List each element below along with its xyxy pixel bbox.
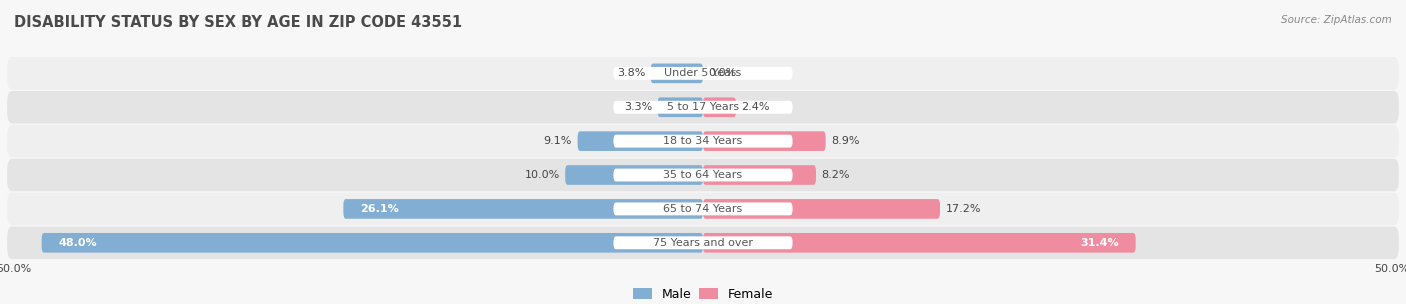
Text: 75 Years and over: 75 Years and over (652, 238, 754, 248)
Legend: Male, Female: Male, Female (633, 288, 773, 301)
FancyBboxPatch shape (703, 131, 825, 151)
FancyBboxPatch shape (613, 67, 793, 80)
FancyBboxPatch shape (343, 199, 703, 219)
Text: 31.4%: 31.4% (1080, 238, 1119, 248)
FancyBboxPatch shape (703, 233, 1136, 253)
FancyBboxPatch shape (7, 159, 1399, 191)
FancyBboxPatch shape (7, 57, 1399, 90)
FancyBboxPatch shape (7, 193, 1399, 225)
Text: 10.0%: 10.0% (524, 170, 560, 180)
Text: Under 5 Years: Under 5 Years (665, 68, 741, 78)
Text: 3.8%: 3.8% (617, 68, 645, 78)
FancyBboxPatch shape (613, 169, 793, 181)
FancyBboxPatch shape (578, 131, 703, 151)
Text: 17.2%: 17.2% (945, 204, 981, 214)
FancyBboxPatch shape (613, 202, 793, 215)
FancyBboxPatch shape (7, 125, 1399, 157)
FancyBboxPatch shape (42, 233, 703, 253)
Text: 0.0%: 0.0% (709, 68, 737, 78)
Text: 26.1%: 26.1% (360, 204, 399, 214)
Text: DISABILITY STATUS BY SEX BY AGE IN ZIP CODE 43551: DISABILITY STATUS BY SEX BY AGE IN ZIP C… (14, 15, 463, 30)
Text: 65 to 74 Years: 65 to 74 Years (664, 204, 742, 214)
Text: 8.2%: 8.2% (821, 170, 851, 180)
Text: 5 to 17 Years: 5 to 17 Years (666, 102, 740, 112)
FancyBboxPatch shape (613, 237, 793, 249)
FancyBboxPatch shape (7, 91, 1399, 123)
Text: Source: ZipAtlas.com: Source: ZipAtlas.com (1281, 15, 1392, 25)
Text: 48.0%: 48.0% (58, 238, 97, 248)
Text: 3.3%: 3.3% (624, 102, 652, 112)
FancyBboxPatch shape (7, 226, 1399, 259)
FancyBboxPatch shape (703, 165, 815, 185)
Text: 2.4%: 2.4% (741, 102, 770, 112)
FancyBboxPatch shape (703, 97, 737, 117)
FancyBboxPatch shape (658, 97, 703, 117)
FancyBboxPatch shape (565, 165, 703, 185)
Text: 9.1%: 9.1% (544, 136, 572, 146)
FancyBboxPatch shape (613, 135, 793, 147)
FancyBboxPatch shape (651, 64, 703, 83)
Text: 18 to 34 Years: 18 to 34 Years (664, 136, 742, 146)
Text: 8.9%: 8.9% (831, 136, 859, 146)
Text: 35 to 64 Years: 35 to 64 Years (664, 170, 742, 180)
FancyBboxPatch shape (613, 101, 793, 114)
FancyBboxPatch shape (703, 199, 941, 219)
